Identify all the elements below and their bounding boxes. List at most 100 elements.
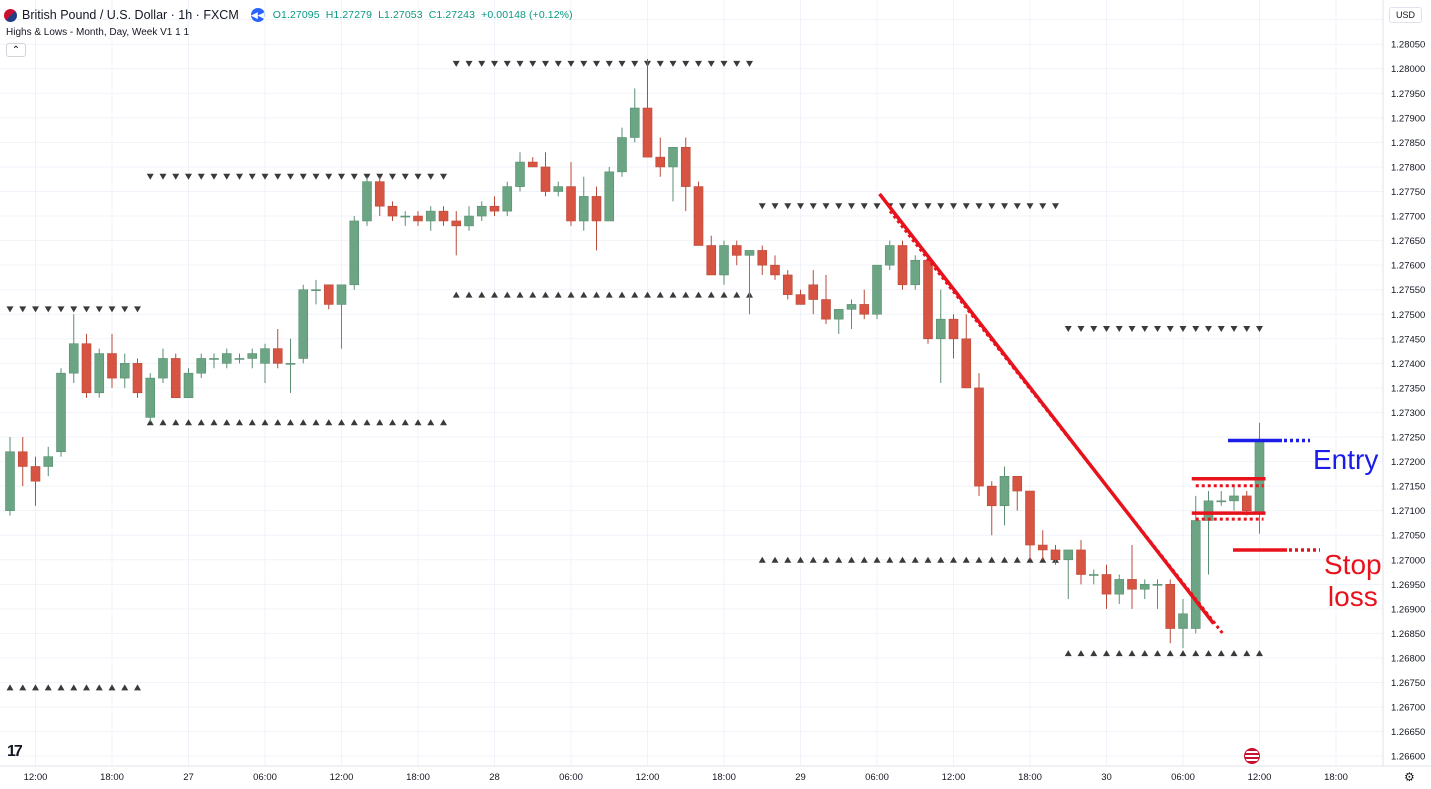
low-marker: [70, 684, 78, 691]
candle-body: [56, 372, 66, 453]
high-marker: [1141, 325, 1149, 332]
high-marker: [911, 203, 919, 210]
low-marker: [32, 684, 39, 691]
price-tick-label: 1.27100: [1391, 506, 1425, 517]
candle-body: [1037, 544, 1048, 551]
high-marker: [83, 306, 90, 313]
price-tick-label: 1.27500: [1391, 310, 1425, 321]
candle-body: [247, 353, 258, 359]
price-tick-label: 1.27050: [1391, 531, 1425, 542]
low-marker: [542, 291, 549, 298]
high-marker: [1243, 325, 1251, 332]
candle-body: [1127, 579, 1137, 590]
currency-button[interactable]: USD: [1389, 7, 1423, 23]
low-marker: [478, 291, 486, 298]
high-marker: [631, 60, 639, 67]
time-axis[interactable]: 12:00 18:00 27 06:00 12:00 18:00 28 06:00 12:00 1…: [0, 765, 1431, 789]
candle-body: [285, 363, 296, 365]
high-marker: [580, 60, 588, 67]
high-marker: [401, 173, 409, 180]
low-marker: [707, 291, 715, 298]
candle: [846, 299, 857, 329]
low-marker: [1256, 650, 1263, 657]
candle-body: [43, 456, 54, 467]
high-marker: [261, 173, 269, 180]
low-marker: [1115, 650, 1123, 657]
candle-body: [1165, 584, 1176, 629]
low-marker: [1013, 556, 1021, 563]
high-marker: [287, 173, 294, 180]
candle: [17, 437, 28, 487]
high-marker: [325, 173, 333, 180]
candle: [132, 358, 143, 398]
high-marker: [185, 173, 192, 180]
high-value: H1.27279: [325, 9, 373, 21]
candle-body: [527, 161, 538, 168]
price-tick-label: 1.27400: [1391, 359, 1425, 370]
candle: [706, 235, 717, 276]
candle: [1101, 564, 1112, 609]
us-flag-icon[interactable]: [1244, 748, 1260, 764]
highs-lows-markers: [6, 60, 1263, 691]
candle-body: [68, 343, 79, 374]
candle: [413, 211, 423, 226]
low-marker: [567, 291, 575, 298]
candle-body: [782, 274, 793, 295]
low-marker: [720, 291, 728, 298]
price-tick-label: 1.28050: [1391, 40, 1425, 51]
grid: [0, 0, 1383, 766]
high-marker: [988, 203, 996, 210]
high-marker: [822, 203, 830, 210]
candle: [591, 186, 602, 251]
high-marker: [950, 203, 957, 210]
low-marker: [427, 419, 435, 426]
low-marker: [452, 291, 460, 298]
candle: [145, 373, 156, 423]
candle-body: [158, 358, 168, 379]
high-marker: [465, 60, 473, 67]
candle-body: [1063, 549, 1074, 561]
price-tick-label: 1.27750: [1391, 187, 1425, 198]
candle-body: [974, 387, 984, 487]
open-value: O1.27095: [272, 9, 320, 21]
candle: [285, 338, 296, 393]
candle: [183, 368, 194, 399]
low-marker: [57, 684, 65, 691]
candle-body: [1101, 574, 1112, 595]
candle-body: [910, 259, 921, 286]
gear-icon[interactable]: ⚙: [1404, 770, 1415, 784]
rewind-icon[interactable]: ◀◀: [250, 8, 265, 22]
candle-body: [311, 289, 321, 292]
low-marker: [210, 419, 218, 426]
high-marker: [1039, 203, 1047, 210]
low-marker: [593, 291, 600, 298]
high-marker: [146, 173, 154, 180]
candle: [170, 353, 181, 399]
time-tick-label: 12:00: [24, 772, 48, 783]
high-marker: [567, 60, 575, 67]
tradingview-logo-icon[interactable]: 17: [7, 743, 23, 760]
low-marker: [771, 556, 779, 563]
price-axis[interactable]: 1.28050 1.28000 1.27950 1.27900 1.27850 1.278…: [1382, 0, 1431, 789]
candle-body: [846, 304, 857, 310]
low-marker: [860, 556, 868, 563]
gbp-usd-flag-icon: [4, 8, 17, 22]
chevron-up-icon[interactable]: ⌃: [6, 43, 26, 57]
change-value: +0.00148 (+0.12%): [481, 9, 573, 21]
indicator-label[interactable]: Highs & Lows - Month, Day, Week V1 1 1: [6, 27, 190, 38]
symbol-title[interactable]: British Pound / U.S. Dollar · 1h · FXCM: [22, 8, 239, 22]
high-marker: [733, 60, 741, 67]
candle-body: [17, 451, 28, 467]
low-marker: [299, 419, 307, 426]
candle: [1012, 475, 1023, 511]
high-marker: [1128, 325, 1136, 332]
candle-body: [209, 358, 219, 360]
high-marker: [210, 173, 218, 180]
price-tick-label: 1.27850: [1391, 138, 1425, 149]
high-marker: [529, 60, 537, 67]
candle: [196, 353, 207, 379]
high-marker: [299, 173, 307, 180]
low-marker: [962, 556, 970, 563]
candle-body: [413, 215, 423, 222]
